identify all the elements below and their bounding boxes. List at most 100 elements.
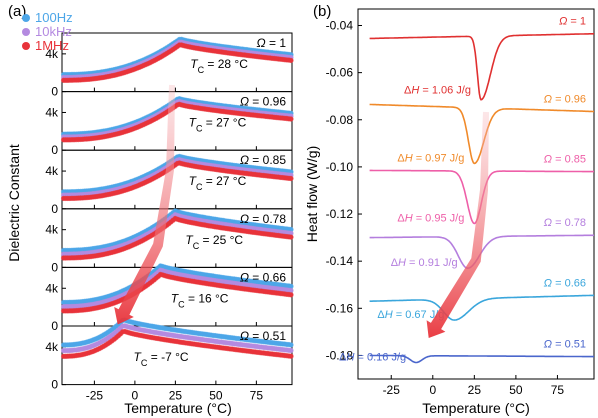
x-tick-label: 0 xyxy=(132,389,139,403)
enthalpy-label: ΔH = 0.97 J/g xyxy=(397,152,464,164)
series-1MHz xyxy=(60,328,294,359)
tc-label: TC = -7 °C xyxy=(134,350,189,368)
omega-label: Ω = 0.85 xyxy=(544,154,586,166)
y-tick-label: 0 xyxy=(51,202,58,216)
x-tick-label: 0 xyxy=(429,383,436,397)
legend-marker xyxy=(22,42,30,50)
y-tick-label: 0 xyxy=(51,85,58,99)
y-tick-label: 4k xyxy=(45,340,59,354)
y-tick-label: 4k xyxy=(45,164,59,178)
data-point xyxy=(288,57,294,64)
series-10kHz xyxy=(60,323,294,354)
series-1MHz xyxy=(60,42,294,84)
omega-label: Ω = 0.66 xyxy=(240,270,286,284)
series-line xyxy=(369,32,595,101)
series-line xyxy=(369,294,595,321)
tc-label: TC = 27 °C xyxy=(189,174,247,192)
x-tick-label: 25 xyxy=(468,383,482,397)
tc-label: TC = 25 °C xyxy=(185,233,243,251)
enthalpy-label: ΔH = 0.95 J/g xyxy=(397,212,464,224)
dielectric-subplot: 0 4k Ω = 1 TC = 28 °C xyxy=(45,32,294,99)
enthalpy-label: ΔH = 0.16 J/g xyxy=(339,352,406,364)
y-tick-label: -0.04 xyxy=(326,18,354,32)
heatflow-series-line: Ω = 0.66 ΔH = 0.67 J/g xyxy=(369,277,595,321)
x-tick-label: 25 xyxy=(169,389,183,403)
x-tick-label: 50 xyxy=(209,389,223,403)
tc-label: TC = 27 °C xyxy=(189,116,247,134)
dielectric-x-axis-label: Temperature (°C) xyxy=(124,400,232,416)
x-tick-label: 75 xyxy=(250,389,264,403)
dielectric-subplot: 0 4k Ω = 0.66 TC = 16 °C xyxy=(45,263,294,333)
heatflow-series-line: Ω = 0.78 ΔH = 0.91 J/g xyxy=(369,217,595,270)
y-tick-label: 4k xyxy=(45,105,59,119)
data-point xyxy=(288,347,294,354)
legend-label: 10kHz xyxy=(35,24,72,39)
series-100Hz xyxy=(60,208,294,254)
heatflow-y-axis-label: Heat flow (W/g) xyxy=(304,146,320,242)
panel-b-heatflow: (b) -0.04-0.06-0.08-0.10-0.12-0.14-0.16-… xyxy=(304,3,595,416)
legend-marker xyxy=(22,28,30,36)
y-tick-label: -0.16 xyxy=(326,301,354,315)
y-tick-label: 0 xyxy=(51,260,58,274)
y-tick-label: -0.06 xyxy=(326,66,354,80)
dielectric-y-axis-label: Dielectric Constant xyxy=(6,144,22,262)
data-point xyxy=(288,175,294,182)
omega-label: Ω = 0.78 xyxy=(240,212,286,226)
data-point xyxy=(288,353,294,359)
y-tick-label: -0.08 xyxy=(326,113,354,127)
y-tick-label: 0 xyxy=(51,143,58,157)
tc-label: TC = 16 °C xyxy=(171,291,229,309)
enthalpy-label: ΔH = 1.06 J/g xyxy=(404,85,471,97)
heatflow-plot-frame xyxy=(357,8,595,380)
dielectric-subplot: 0 4k Ω = 0.51 TC = -7 °C xyxy=(45,317,294,392)
omega-label: Ω = 1 xyxy=(257,36,287,50)
omega-label: Ω = 0.85 xyxy=(240,153,286,167)
omega-label: Ω = 1 xyxy=(559,16,586,28)
y-tick-label: 4k xyxy=(45,281,59,295)
dielectric-x-axis: -25 0 25 50 75 xyxy=(86,389,264,403)
panel-a-label: (a) xyxy=(8,3,26,20)
y-tick-label: -0.10 xyxy=(326,160,354,174)
omega-label: Ω = 0.78 xyxy=(544,217,586,229)
y-tick-label: -0.18 xyxy=(326,348,354,362)
heatflow-series-line: Ω = 0.51 ΔH = 0.16 J/g xyxy=(339,339,594,364)
trend-arrow-a xyxy=(114,84,175,325)
data-point xyxy=(288,234,294,240)
data-point xyxy=(288,292,294,298)
data-point xyxy=(288,116,294,122)
omega-label: Ω = 0.96 xyxy=(240,95,286,109)
legend-label: 100Hz xyxy=(35,10,73,25)
omega-label: Ω = 0.66 xyxy=(544,277,586,289)
enthalpy-label: ΔH = 0.91 J/g xyxy=(391,257,458,269)
series-line xyxy=(369,234,595,270)
omega-label: Ω = 0.96 xyxy=(544,94,586,106)
heatflow-series-line: Ω = 0.96 ΔH = 0.97 J/g xyxy=(369,94,594,164)
y-tick-label: 0 xyxy=(51,378,58,392)
heatflow-x-axis-label: Temperature (°C) xyxy=(422,400,530,416)
legend-marker xyxy=(22,14,30,22)
y-tick-label: -0.14 xyxy=(326,254,354,268)
x-tick-label: 50 xyxy=(509,383,523,397)
y-tick-label: 4k xyxy=(45,223,59,237)
trend-arrow-b xyxy=(426,111,489,339)
heatflow-series-line: Ω = 1 ΔH = 1.06 J/g xyxy=(369,16,595,101)
y-tick-label: -0.12 xyxy=(326,207,354,221)
legend-label: 1MHz xyxy=(35,38,69,53)
heatflow-axes: -0.04 -0.06 -0.08 -0.10 -0.12 -0.14 -0.16 -0.18… xyxy=(326,18,565,397)
dielectric-subplot: 0 4k Ω = 0.78 TC = 25 °C xyxy=(45,208,294,274)
y-tick-label: 0 xyxy=(51,319,58,333)
x-tick-label: 75 xyxy=(551,383,565,397)
omega-label: Ω = 0.51 xyxy=(544,339,586,351)
x-tick-label: -25 xyxy=(383,383,401,397)
data-point xyxy=(288,342,294,348)
series-100Hz xyxy=(60,317,294,348)
x-tick-label: -25 xyxy=(86,389,104,403)
panel-b-label: (b) xyxy=(313,3,331,20)
tc-label: TC = 28 °C xyxy=(190,57,248,75)
enthalpy-label: ΔH = 0.67 J/g xyxy=(377,309,444,321)
dielectric-subplot: 0 4k Ω = 0.85 TC = 27 °C xyxy=(45,149,294,216)
